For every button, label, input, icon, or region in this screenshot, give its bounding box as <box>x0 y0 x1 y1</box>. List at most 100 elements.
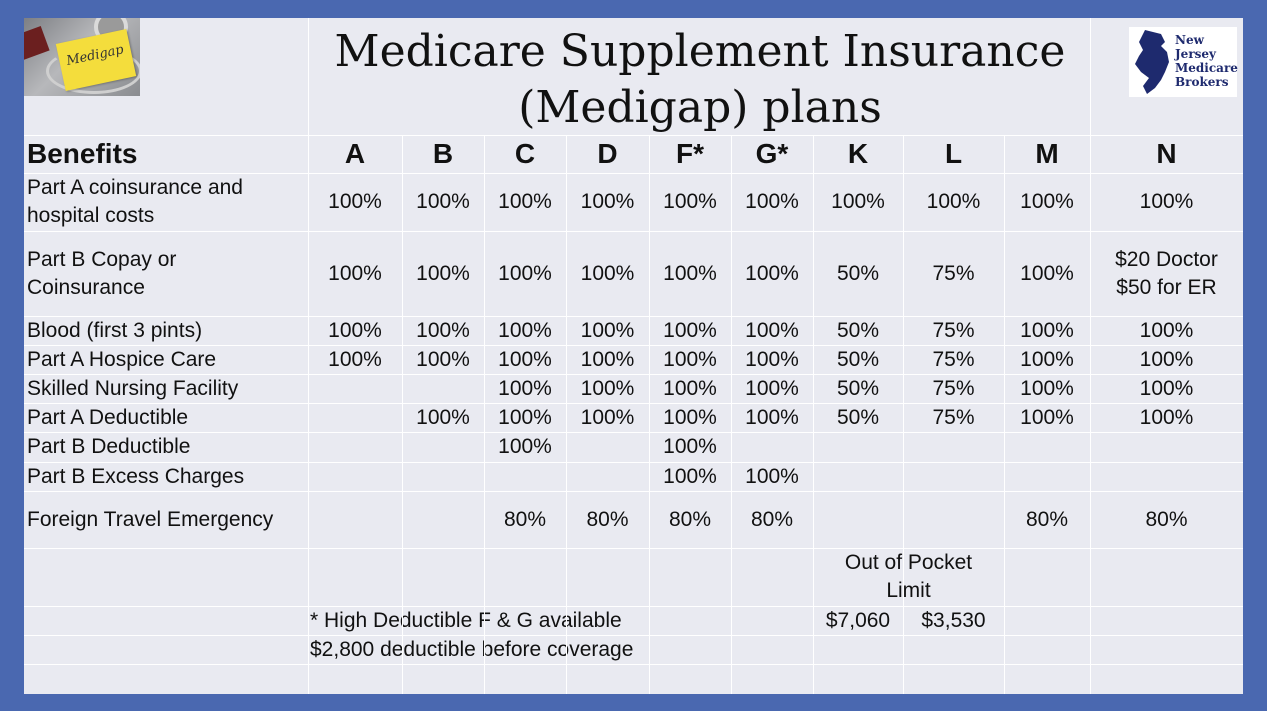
table-cell: 100% <box>580 318 635 342</box>
table-cell: 100% <box>498 376 552 400</box>
table-gridline <box>308 18 309 694</box>
table-cell: 75% <box>932 376 975 400</box>
table-gridline <box>731 135 732 694</box>
table-cell: 50% <box>836 318 880 342</box>
table-gridline <box>24 491 1243 492</box>
table-gridline <box>24 316 1243 317</box>
table-cell: 100% <box>580 190 635 213</box>
table-cell: 80% <box>503 507 547 531</box>
table-gridline <box>24 664 1243 665</box>
logo-text: New Jersey Medicare Brokers <box>1175 33 1238 89</box>
table-gridline <box>566 135 567 694</box>
table-cell: 100% <box>1020 261 1074 285</box>
logo-line: Medicare <box>1175 61 1238 75</box>
table-cell: 100% <box>745 405 799 429</box>
table-cell: 100% <box>663 464 717 488</box>
footnote-deductible-amount: $2,800 deductible before coverage <box>310 638 634 661</box>
oop-value-k: $7,060 <box>825 608 891 632</box>
table-cell: 100% <box>1020 190 1074 213</box>
table-cell: 100% <box>926 190 981 213</box>
table-cell: 100% <box>580 347 635 371</box>
table-cell: 50% <box>836 347 880 371</box>
table-cell: 100% <box>498 318 552 342</box>
plan-header: D <box>597 138 618 169</box>
table-gridline <box>402 135 403 694</box>
benefit-label: Blood (first 3 pints) <box>27 318 203 342</box>
table-cell: 100% <box>1139 318 1194 342</box>
benefit-label: Part A Deductible <box>27 405 189 429</box>
table-cell: 100% <box>1020 405 1074 429</box>
table-cell: 100% <box>663 261 717 285</box>
table-gridline <box>24 403 1243 404</box>
table-cell: 100% <box>328 261 382 285</box>
plan-header: C <box>514 138 536 169</box>
table-gridline <box>903 135 904 694</box>
table-cell: 75% <box>932 405 975 429</box>
table-cell: 100% <box>328 190 382 213</box>
benefit-label: Part A coinsurance and hospital costs <box>27 176 243 227</box>
table-gridline <box>1004 135 1005 694</box>
table-cell: 80% <box>1025 507 1069 531</box>
benefit-label: Part A Hospice Care <box>27 347 217 371</box>
table-cell: 100% <box>663 435 717 458</box>
table-cell: 75% <box>932 261 975 285</box>
benefit-label: Foreign Travel Emergency <box>27 507 274 531</box>
table-cell: 100% <box>328 318 382 342</box>
table-cell: 100% <box>745 464 799 488</box>
plan-header: F* <box>676 138 704 169</box>
benefit-label: Part B Excess Charges <box>27 464 245 488</box>
table-gridline <box>24 432 1243 433</box>
table-gridline <box>24 231 1243 232</box>
table-cell: 100% <box>663 376 717 400</box>
table-gridline <box>24 462 1243 463</box>
table-cell: 100% <box>663 405 717 429</box>
book-shape <box>24 25 50 61</box>
table-cell: 100% <box>580 261 635 285</box>
table-cell: 80% <box>668 507 712 531</box>
table-cell: 100% <box>745 347 799 371</box>
table-gridline <box>24 173 1243 174</box>
table-cell: 100% <box>1139 405 1194 429</box>
sticky-note-text: Medigap <box>65 42 125 69</box>
logo-line: New <box>1175 33 1204 47</box>
plan-header: N <box>1156 138 1177 169</box>
table-cell: 100% <box>1020 318 1074 342</box>
table-cell: 100% <box>745 261 799 285</box>
table-cell: 100% <box>831 190 885 213</box>
table-cell: 80% <box>1145 507 1188 531</box>
benefit-label: Skilled Nursing Facility <box>27 376 239 400</box>
benefits-header: Benefits <box>27 138 138 169</box>
table-cell: 100% <box>328 347 382 371</box>
table-gridline <box>24 548 1243 549</box>
table-cell: 100% <box>663 347 717 371</box>
table-cell: 100% <box>580 405 635 429</box>
table-cell: 100% <box>1020 376 1074 400</box>
table-cell: 100% <box>745 190 799 213</box>
table-cell: 100% <box>1139 190 1194 213</box>
plan-header: K <box>847 138 869 169</box>
table-gridline <box>484 135 485 694</box>
new-jersey-map-icon <box>1135 30 1169 94</box>
oop-limit-label: Out of Pocket Limit <box>844 551 973 602</box>
table-cell: 50% <box>836 376 880 400</box>
oop-value-l: $3,530 <box>921 608 986 632</box>
plan-header: B <box>432 138 454 169</box>
benefit-label: Part B Deductible <box>27 435 191 458</box>
table-cell: 100% <box>1020 347 1074 371</box>
table-cell: 100% <box>498 405 552 429</box>
table-cell: 100% <box>498 190 552 213</box>
table-cell: 100% <box>416 347 470 371</box>
plan-header: M <box>1035 138 1059 169</box>
table-gridline <box>24 135 1243 136</box>
slide-title: Medicare Supplement Insurance (Medigap) … <box>334 26 1066 133</box>
table-cell: 75% <box>932 318 975 342</box>
table-gridline <box>24 635 1243 636</box>
table-cell: 80% <box>750 507 794 531</box>
table-cell: 100% <box>1139 376 1194 400</box>
medigap-photo: Medigap <box>24 18 140 96</box>
table-cell: 100% <box>745 376 799 400</box>
table-cell: 100% <box>745 318 799 342</box>
plan-header: G* <box>755 138 789 169</box>
table-cell: 75% <box>932 347 975 371</box>
table-cell: 100% <box>416 261 470 285</box>
